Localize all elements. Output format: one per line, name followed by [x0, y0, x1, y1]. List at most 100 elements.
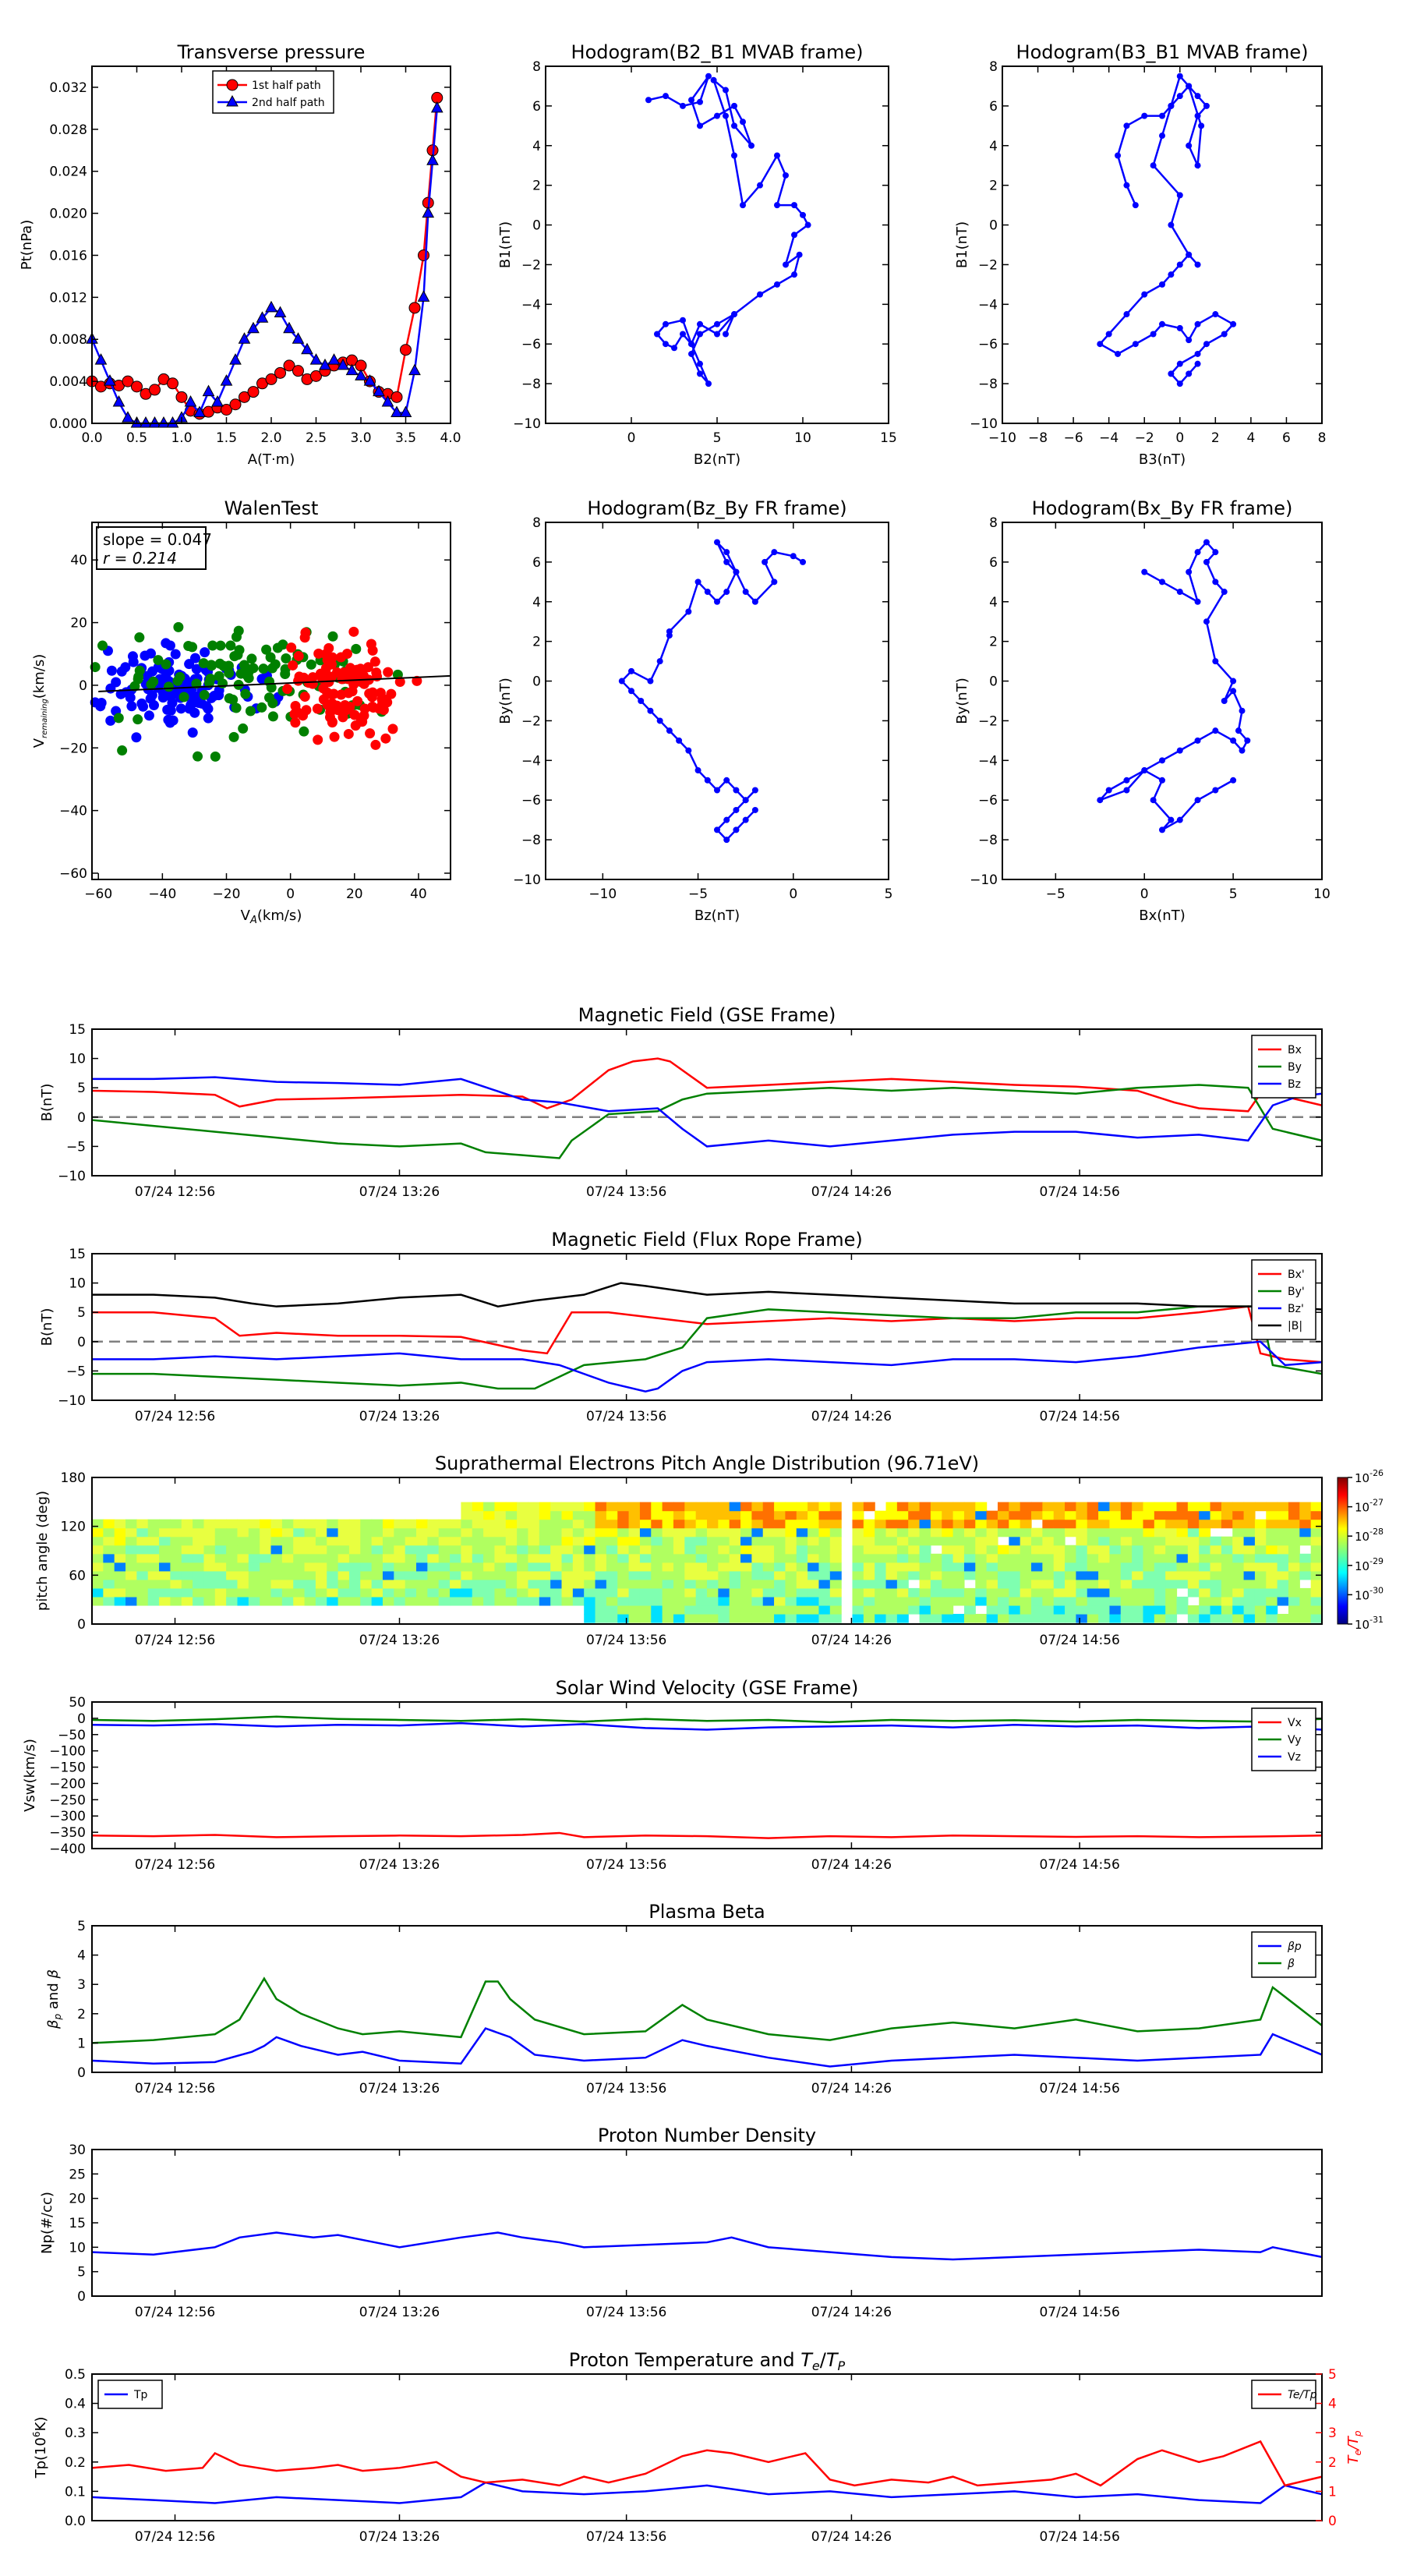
heat-cell	[1187, 1536, 1200, 1546]
heat-cell	[628, 1510, 641, 1520]
heat-cell	[327, 1519, 339, 1529]
data-point	[733, 787, 740, 794]
heat-cell	[214, 1545, 227, 1555]
heat-cell	[572, 1510, 585, 1520]
heat-cell	[427, 1579, 440, 1589]
data-point	[1141, 112, 1148, 119]
heat-cell	[237, 1587, 249, 1598]
heat-cell	[147, 1545, 160, 1555]
heat-cell	[1065, 1570, 1076, 1580]
heat-cell	[483, 1570, 496, 1580]
heat-cell	[405, 1562, 417, 1572]
heat-cell	[371, 1579, 383, 1589]
heat-cell	[808, 1596, 820, 1606]
heat-cell	[952, 1587, 965, 1598]
y-axis-label: Tp(106K)	[31, 2417, 49, 2479]
heat-cell	[248, 1545, 260, 1555]
heat-cell	[248, 1579, 260, 1589]
heat-cell	[695, 1562, 708, 1572]
heat-cell	[1199, 1536, 1211, 1546]
heat-cell	[829, 1510, 842, 1520]
data-point	[1115, 350, 1122, 357]
heat-cell	[1031, 1613, 1043, 1623]
series-Vx-line	[91, 1831, 1323, 1839]
heat-cell	[1143, 1605, 1155, 1615]
data-point	[193, 405, 206, 418]
plot-frame	[1002, 522, 1323, 880]
heat-cell	[159, 1570, 171, 1580]
heat-cell	[539, 1502, 551, 1512]
heat-cell	[1120, 1579, 1133, 1589]
heat-cell	[908, 1570, 921, 1580]
heat-cell	[371, 1545, 383, 1555]
y-tick-label: 10	[69, 2240, 86, 2256]
data-point	[207, 640, 218, 651]
heat-cell	[1243, 1605, 1256, 1615]
heat-cell	[1266, 1570, 1278, 1580]
legend-left: Tp	[97, 2380, 163, 2409]
data-point	[340, 700, 351, 711]
heat-cell	[684, 1605, 697, 1615]
data-point	[783, 172, 789, 179]
series-line	[90, 108, 438, 425]
data-point	[214, 671, 224, 681]
data-point	[366, 639, 376, 649]
heat-cell	[997, 1519, 1009, 1529]
heat-cell	[1076, 1545, 1088, 1555]
heat-cell	[1087, 1562, 1099, 1572]
heat-cell	[371, 1562, 383, 1572]
heat-cell	[394, 1545, 406, 1555]
heat-cell	[796, 1536, 808, 1546]
heat-cell	[315, 1596, 327, 1606]
heat-cell	[751, 1587, 764, 1598]
scatter-group	[282, 626, 422, 750]
panel-temp: Proton Temperature and Te/TP0.00.10.20.3…	[31, 2349, 1363, 2545]
panel-title: Proton Number Density	[598, 2125, 816, 2146]
heat-cell	[986, 1613, 998, 1623]
heat-cell	[695, 1596, 708, 1606]
heat-cell	[1120, 1570, 1133, 1580]
y-tick-label: 5	[77, 1081, 86, 1096]
heat-cell	[1020, 1587, 1032, 1598]
heat-cell	[662, 1536, 674, 1546]
heat-cell	[315, 1527, 327, 1537]
heat-cell	[304, 1536, 316, 1546]
heat-cell	[875, 1613, 887, 1623]
heat-cell	[718, 1613, 730, 1623]
x-tick-label: −60	[84, 886, 112, 902]
heat-cell	[1087, 1519, 1099, 1529]
heat-cell	[539, 1536, 551, 1546]
data-point	[328, 688, 339, 699]
heat-cell	[92, 1562, 104, 1572]
legend-label: Bz	[1288, 1078, 1301, 1091]
data-point	[422, 206, 435, 218]
heat-cell	[561, 1570, 574, 1580]
fit-line	[98, 674, 451, 692]
heat-cell	[270, 1519, 283, 1529]
data-point	[723, 112, 729, 119]
heat-cell	[896, 1545, 909, 1555]
heat-cell	[1154, 1502, 1166, 1512]
heat-cell	[103, 1579, 115, 1589]
heat-cell	[416, 1527, 428, 1537]
y-axis-label: pitch angle (deg)	[34, 1491, 51, 1611]
heat-cell	[1288, 1605, 1300, 1615]
heat-cell	[1042, 1605, 1055, 1615]
heat-cell	[808, 1579, 820, 1589]
heat-cell	[203, 1579, 216, 1589]
x-tick-label: 2.5	[306, 430, 327, 446]
heat-cell	[1221, 1587, 1233, 1598]
heat-cell	[1020, 1570, 1032, 1580]
heat-cell	[1210, 1510, 1222, 1520]
heat-cell	[829, 1536, 842, 1546]
heat-cell	[584, 1510, 596, 1520]
heat-cell	[975, 1502, 988, 1512]
heat-cell	[1232, 1502, 1245, 1512]
right-y-tick-label: 0	[1328, 2514, 1337, 2529]
heat-cell	[1277, 1510, 1289, 1520]
